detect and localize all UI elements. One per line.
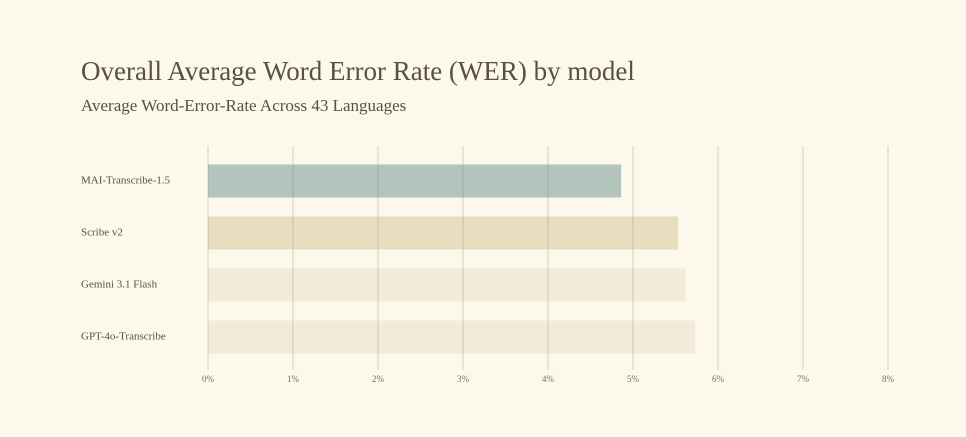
y-tick-label: GPT-4o-Transcribe xyxy=(81,331,166,343)
bar xyxy=(208,216,679,250)
chart-subtitle: Average Word-Error-Rate Across 43 Langua… xyxy=(81,96,406,115)
bar xyxy=(208,268,686,302)
x-tick-label: 2% xyxy=(372,374,385,384)
bar xyxy=(208,164,622,198)
y-tick-label: Scribe v2 xyxy=(81,227,123,239)
x-tick-label: 1% xyxy=(287,374,300,384)
x-tick-label: 4% xyxy=(542,374,555,384)
chart-title: Overall Average Word Error Rate (WER) by… xyxy=(81,56,635,86)
bar xyxy=(208,320,696,354)
x-tick-label: 0% xyxy=(202,374,215,384)
x-tick-label: 8% xyxy=(882,374,895,384)
x-tick-label: 6% xyxy=(712,374,725,384)
y-tick-label: MAI-Transcribe-1.5 xyxy=(81,175,171,187)
x-tick-label: 5% xyxy=(627,374,640,384)
x-tick-label: 3% xyxy=(457,374,470,384)
y-tick-label: Gemini 3.1 Flash xyxy=(81,279,158,291)
x-tick-label: 7% xyxy=(797,374,810,384)
